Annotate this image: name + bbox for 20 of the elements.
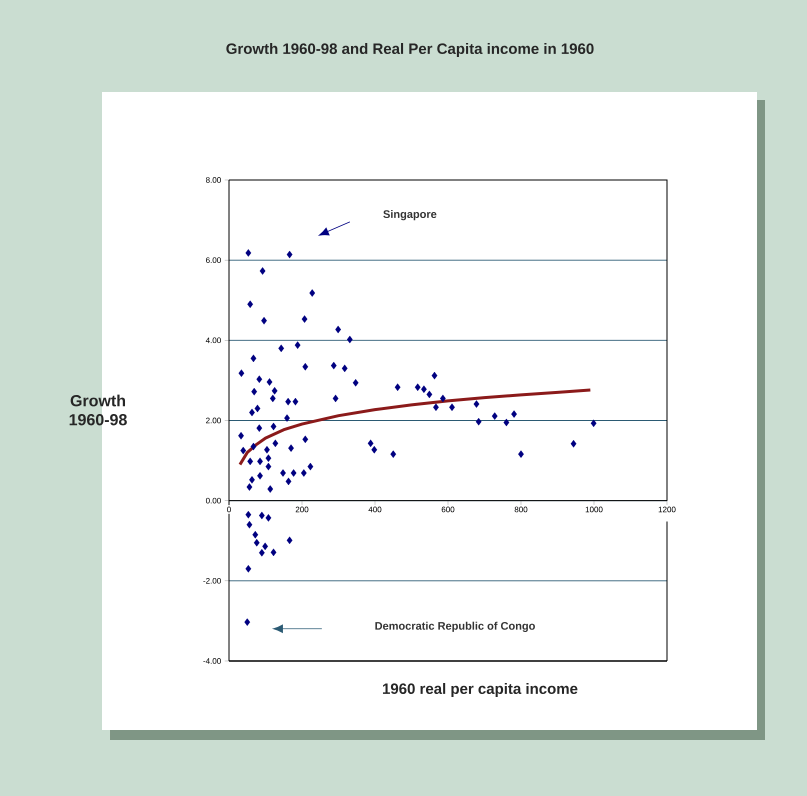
- y-tick-label: 0.00: [206, 498, 221, 504]
- x-tick-label: 800: [514, 506, 528, 512]
- chart-title: Growth 1960-98 and Real Per Capita income in 1960: [226, 43, 594, 57]
- y-tick-label: 4.00: [206, 337, 221, 344]
- x-tick-label: 1200: [658, 506, 676, 512]
- x-tick-label: 600: [442, 506, 454, 512]
- y-tick-label: -4.00: [203, 658, 221, 664]
- x-tick-label: 1000: [586, 506, 603, 512]
- annotation: Singapore: [383, 210, 436, 220]
- x-tick-label: 0: [227, 506, 231, 512]
- y-tick-label: 8.00: [206, 177, 221, 183]
- x-axis-title: 1960 real per capita income: [382, 682, 578, 697]
- x-tick-label: 200: [296, 506, 308, 512]
- annotation: Democratic Republic of Congo: [375, 622, 535, 632]
- y-tick-label: 6.00: [206, 257, 221, 263]
- y-tick-label: 2.00: [206, 418, 221, 424]
- y-tick-label: -2.00: [203, 578, 221, 584]
- line-series: [238, 388, 592, 466]
- x-tick-label: 400: [368, 506, 382, 512]
- y-axis-title: Growth 1960-98: [70, 394, 127, 426]
